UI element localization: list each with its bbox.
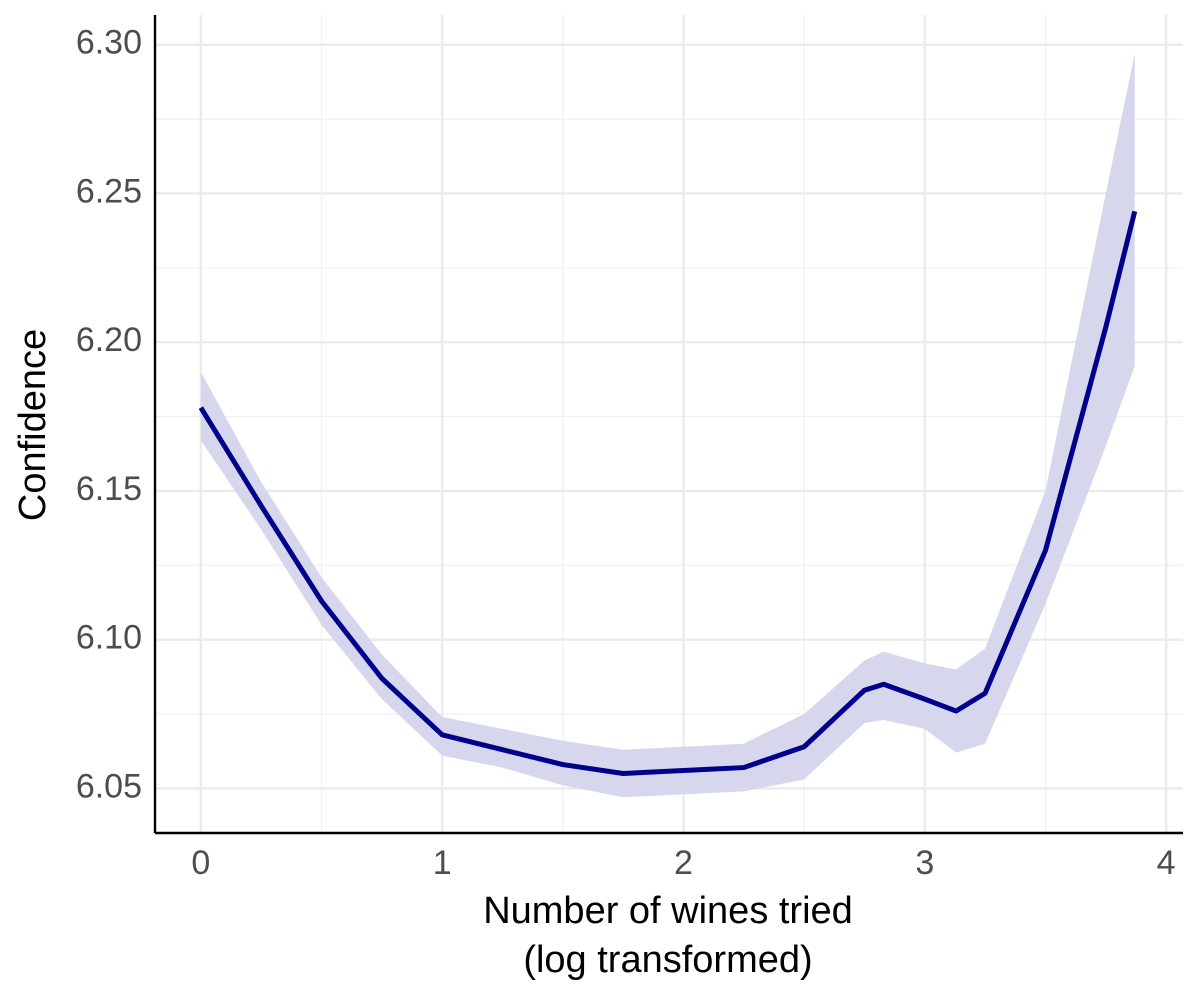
y-axis-title: Confidence [12, 329, 54, 521]
y-tick-label: 6.10 [76, 619, 142, 657]
y-tick-label: 6.25 [76, 172, 142, 210]
x-tick-label: 3 [915, 844, 934, 882]
y-tick-label: 6.05 [76, 767, 142, 805]
confidence-band [200, 53, 1135, 798]
x-tick-label: 2 [674, 844, 693, 882]
y-tick-label: 6.15 [76, 470, 142, 508]
x-axis-title: (log transformed) [523, 939, 812, 981]
x-axis-title: Number of wines tried [483, 890, 853, 932]
x-tick-label: 0 [191, 844, 210, 882]
y-tick-label: 6.20 [76, 321, 142, 359]
y-tick-label: 6.30 [76, 24, 142, 62]
line [198, 210, 1138, 777]
x-tick-label: 4 [1157, 844, 1176, 882]
x-tick-label: 1 [433, 844, 452, 882]
